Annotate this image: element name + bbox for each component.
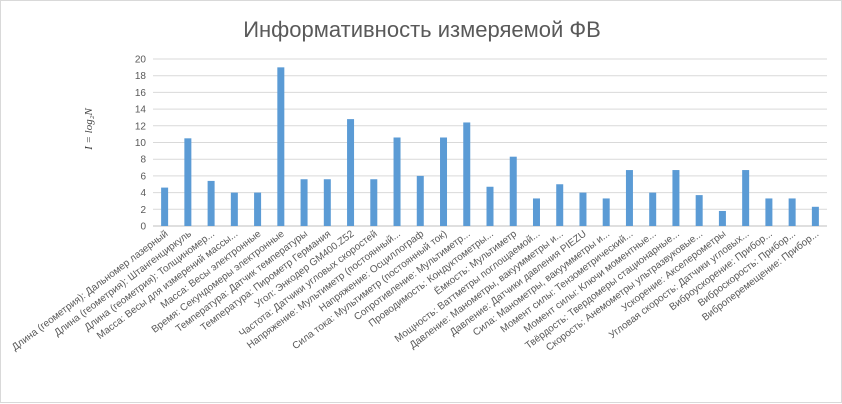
bar: [463, 122, 471, 226]
x-category-label: Длина (геометрия): Дальномер лазерный: [10, 229, 170, 354]
bar: [184, 138, 192, 226]
bar: [602, 198, 610, 226]
bar: [765, 198, 773, 226]
bar: [788, 198, 796, 226]
y-tick-label: 12: [135, 121, 147, 132]
category-labels: Длина (геометрия): Дальномер лазерныйДли…: [10, 228, 821, 354]
y-axis-ticks: 0 2 4 6 8 10 12 14 16 18 20: [135, 55, 147, 233]
y-tick-label: 4: [140, 188, 146, 199]
bar: [811, 206, 819, 226]
y-tick-label: 6: [140, 171, 146, 182]
y-tick-label: 0: [140, 222, 146, 233]
bar: [649, 192, 657, 226]
bar: [532, 198, 540, 226]
bar: [393, 137, 401, 226]
bar: [161, 187, 169, 226]
bar: [207, 180, 215, 226]
bar: [672, 170, 680, 226]
bar: [440, 137, 448, 226]
bar: [323, 179, 331, 226]
bar: [230, 192, 238, 226]
bar: [370, 179, 378, 226]
bar: [509, 156, 517, 226]
bar: [486, 186, 494, 226]
bar: [718, 210, 726, 226]
y-tick-label: 20: [135, 55, 147, 66]
bar: [254, 192, 262, 226]
y-tick-label: 8: [140, 155, 146, 166]
bar: [556, 184, 564, 226]
bar: [742, 170, 750, 226]
bar: [347, 119, 355, 226]
bar: [300, 179, 308, 226]
gridlines: [153, 58, 827, 227]
y-tick-label: 16: [135, 88, 147, 99]
bar: [625, 170, 633, 226]
bars: [161, 67, 819, 226]
bar: [579, 192, 587, 226]
y-tick-label: 14: [135, 105, 147, 116]
y-tick-label: 2: [140, 205, 146, 216]
bar: [416, 175, 424, 226]
y-axis-title: I = log₂N: [83, 107, 95, 150]
chart-title: Информативность измеряемой ФВ: [243, 17, 601, 42]
y-tick-label: 10: [135, 138, 147, 149]
bar: [695, 195, 703, 226]
y-tick-label: 18: [135, 71, 147, 82]
bar: [277, 67, 285, 226]
